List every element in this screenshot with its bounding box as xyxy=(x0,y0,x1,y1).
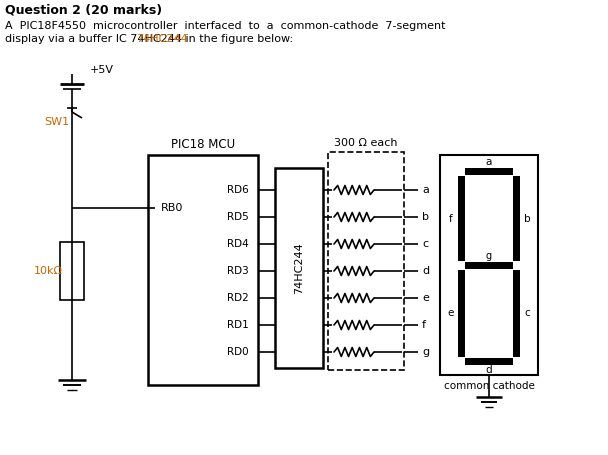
Text: f: f xyxy=(422,320,426,330)
Text: b: b xyxy=(523,213,530,223)
Text: display via a buffer IC: display via a buffer IC xyxy=(5,34,130,44)
Bar xyxy=(458,270,465,357)
Text: PIC18 MCU: PIC18 MCU xyxy=(171,137,235,151)
Bar xyxy=(275,168,323,368)
Text: d: d xyxy=(422,266,429,276)
Text: +5V: +5V xyxy=(90,65,114,75)
Text: RD5: RD5 xyxy=(227,212,249,222)
Text: 10kΩ: 10kΩ xyxy=(34,266,63,276)
Text: g: g xyxy=(422,347,429,357)
Text: RD2: RD2 xyxy=(227,293,249,303)
Bar xyxy=(465,168,513,175)
Text: Question 2 (20 marks): Question 2 (20 marks) xyxy=(5,4,162,16)
Text: RD6: RD6 xyxy=(227,185,249,195)
Bar xyxy=(465,262,513,269)
Text: a: a xyxy=(422,185,429,195)
Text: display via a buffer IC 74HC244 in the figure below:: display via a buffer IC 74HC244 in the f… xyxy=(5,34,293,44)
Text: b: b xyxy=(422,212,429,222)
Bar xyxy=(465,358,513,365)
Text: RD3: RD3 xyxy=(227,266,249,276)
Text: a: a xyxy=(486,157,492,167)
Bar xyxy=(328,152,404,370)
Text: common cathode: common cathode xyxy=(444,381,534,391)
Text: RB0: RB0 xyxy=(161,203,183,213)
Text: e: e xyxy=(422,293,429,303)
Text: c: c xyxy=(422,239,428,249)
Text: 74HC244: 74HC244 xyxy=(136,34,187,44)
Text: A  PIC18F4550  microcontroller  interfaced  to  a  common-cathode  7-segment: A PIC18F4550 microcontroller interfaced … xyxy=(5,21,446,31)
Bar xyxy=(513,270,520,357)
Bar xyxy=(60,242,84,300)
Text: e: e xyxy=(448,308,454,318)
Text: d: d xyxy=(486,365,492,375)
Text: RD0: RD0 xyxy=(227,347,249,357)
Text: RD1: RD1 xyxy=(227,320,249,330)
Bar xyxy=(458,176,465,261)
Bar xyxy=(440,155,538,375)
Text: 300 Ω each: 300 Ω each xyxy=(334,138,398,148)
Text: c: c xyxy=(524,308,530,318)
Text: g: g xyxy=(486,251,492,261)
Text: f: f xyxy=(449,213,453,223)
Text: SW1: SW1 xyxy=(44,117,69,127)
Bar xyxy=(513,176,520,261)
Text: RD4: RD4 xyxy=(227,239,249,249)
Text: 74HC244: 74HC244 xyxy=(294,242,304,294)
Bar xyxy=(148,155,258,385)
